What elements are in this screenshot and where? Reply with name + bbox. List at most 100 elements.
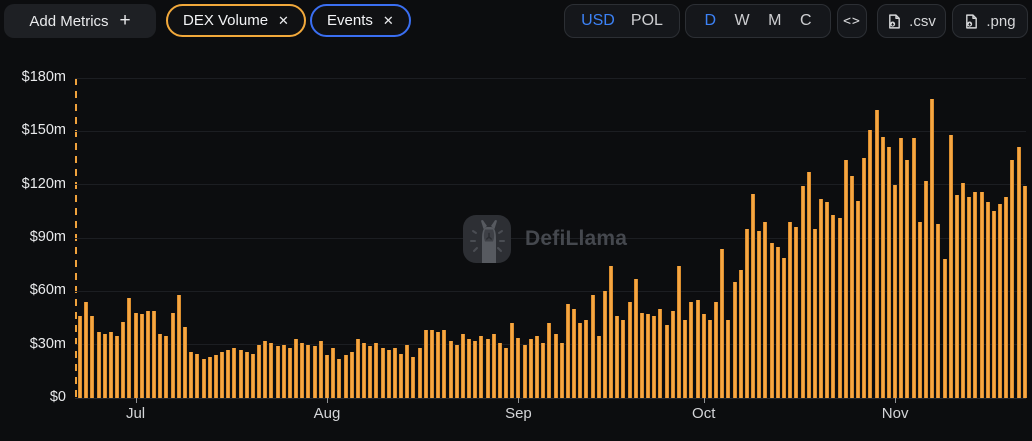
volume-bar[interactable] bbox=[78, 316, 82, 398]
volume-bar[interactable] bbox=[541, 342, 546, 398]
volume-bar[interactable] bbox=[578, 323, 583, 398]
volume-bar[interactable] bbox=[485, 339, 490, 398]
volume-bar[interactable] bbox=[924, 181, 929, 398]
volume-bar[interactable] bbox=[973, 191, 978, 398]
volume-bar[interactable] bbox=[182, 326, 187, 398]
volume-bar[interactable] bbox=[775, 246, 780, 398]
volume-bar[interactable] bbox=[911, 138, 916, 398]
volume-bar[interactable] bbox=[250, 353, 255, 398]
volume-bar[interactable] bbox=[590, 294, 595, 398]
volume-bar[interactable] bbox=[689, 302, 694, 398]
add-metrics-button[interactable]: Add Metrics + bbox=[4, 4, 156, 38]
volume-bar[interactable] bbox=[893, 184, 898, 398]
volume-bar[interactable] bbox=[312, 346, 317, 398]
volume-bar[interactable] bbox=[874, 110, 879, 398]
volume-bar[interactable] bbox=[954, 195, 959, 398]
volume-bar[interactable] bbox=[732, 282, 737, 398]
volume-bar[interactable] bbox=[744, 229, 749, 398]
volume-bar[interactable] bbox=[448, 341, 453, 398]
volume-bar[interactable] bbox=[547, 323, 552, 398]
volume-bar[interactable] bbox=[837, 218, 842, 398]
volume-bar[interactable] bbox=[238, 350, 243, 398]
volume-bar[interactable] bbox=[96, 332, 101, 398]
volume-bar[interactable] bbox=[819, 198, 824, 398]
volume-bar[interactable] bbox=[121, 321, 126, 398]
volume-bar[interactable] bbox=[961, 182, 966, 398]
close-icon[interactable]: ✕ bbox=[278, 13, 289, 28]
volume-bar[interactable] bbox=[985, 202, 990, 398]
volume-bar[interactable] bbox=[127, 298, 132, 398]
volume-bar[interactable] bbox=[504, 348, 509, 398]
volume-bar[interactable] bbox=[510, 323, 515, 398]
volume-bar[interactable] bbox=[454, 344, 459, 398]
volume-bar[interactable] bbox=[769, 243, 774, 398]
volume-bar[interactable] bbox=[460, 334, 465, 398]
volume-bar[interactable] bbox=[602, 291, 607, 398]
volume-bar[interactable] bbox=[108, 332, 113, 398]
volume-bar[interactable] bbox=[232, 348, 237, 398]
volume-bar[interactable] bbox=[325, 355, 329, 398]
volume-bar[interactable] bbox=[176, 294, 181, 398]
volume-bar[interactable] bbox=[287, 348, 292, 398]
volume-bar[interactable] bbox=[145, 310, 150, 398]
volume-bar[interactable] bbox=[1022, 186, 1027, 398]
volume-bar[interactable] bbox=[386, 350, 391, 398]
volume-bar[interactable] bbox=[516, 337, 521, 398]
volume-bar[interactable] bbox=[812, 229, 817, 398]
volume-bar[interactable] bbox=[584, 319, 589, 398]
volume-bar[interactable] bbox=[646, 314, 651, 398]
interval-option-m[interactable]: M bbox=[768, 12, 782, 29]
volume-bar[interactable] bbox=[195, 353, 200, 398]
volume-bar[interactable] bbox=[757, 230, 762, 398]
volume-bar[interactable] bbox=[355, 339, 360, 398]
volume-bar[interactable] bbox=[843, 159, 848, 398]
volume-bar[interactable] bbox=[220, 351, 225, 398]
volume-bar[interactable] bbox=[701, 314, 706, 398]
volume-bar[interactable] bbox=[553, 334, 558, 398]
volume-bar[interactable] bbox=[751, 193, 756, 398]
volume-bar[interactable] bbox=[90, 316, 95, 398]
volume-bar[interactable] bbox=[300, 342, 305, 398]
volume-bar[interactable] bbox=[343, 355, 348, 398]
volume-bar[interactable] bbox=[349, 351, 354, 398]
volume-bar[interactable] bbox=[627, 302, 632, 398]
volume-bar[interactable] bbox=[825, 202, 830, 398]
volume-bar[interactable] bbox=[374, 342, 379, 398]
volume-bar[interactable] bbox=[998, 204, 1003, 398]
volume-bar[interactable] bbox=[572, 309, 577, 398]
volume-bar[interactable] bbox=[392, 348, 397, 398]
volume-bar[interactable] bbox=[707, 319, 712, 398]
volume-bar[interactable] bbox=[930, 99, 935, 398]
volume-bar[interactable] bbox=[856, 200, 861, 398]
volume-bar[interactable] bbox=[967, 197, 972, 398]
volume-bar[interactable] bbox=[664, 325, 669, 398]
volume-bar[interactable] bbox=[683, 319, 688, 398]
download-csv-button[interactable]: .csv bbox=[877, 4, 946, 38]
volume-bar[interactable] bbox=[677, 266, 681, 398]
volume-bar[interactable] bbox=[362, 342, 367, 398]
volume-bar[interactable] bbox=[522, 344, 527, 398]
volume-bar[interactable] bbox=[621, 319, 626, 398]
volume-bar[interactable] bbox=[936, 223, 941, 398]
volume-bar[interactable] bbox=[331, 348, 336, 398]
volume-bar[interactable] bbox=[1010, 159, 1015, 398]
volume-bar[interactable] bbox=[1016, 147, 1021, 398]
volume-bar[interactable] bbox=[405, 344, 410, 398]
volume-bar[interactable] bbox=[763, 222, 768, 398]
volume-bar[interactable] bbox=[979, 191, 984, 398]
volume-bar[interactable] bbox=[423, 330, 428, 398]
volume-bar[interactable] bbox=[318, 341, 323, 398]
volume-bar[interactable] bbox=[139, 314, 144, 398]
volume-bar[interactable] bbox=[257, 344, 262, 398]
volume-bar[interactable] bbox=[781, 257, 786, 398]
volume-bar[interactable] bbox=[417, 348, 422, 398]
interval-option-d[interactable]: D bbox=[704, 12, 717, 29]
volume-bar[interactable] bbox=[670, 310, 675, 398]
volume-bar[interactable] bbox=[788, 222, 793, 398]
volume-bar[interactable] bbox=[213, 355, 218, 398]
volume-bar[interactable] bbox=[133, 312, 138, 398]
volume-bar[interactable] bbox=[899, 138, 904, 398]
volume-bar[interactable] bbox=[695, 300, 700, 398]
volume-bar[interactable] bbox=[806, 172, 811, 398]
volume-bar[interactable] bbox=[800, 186, 805, 398]
